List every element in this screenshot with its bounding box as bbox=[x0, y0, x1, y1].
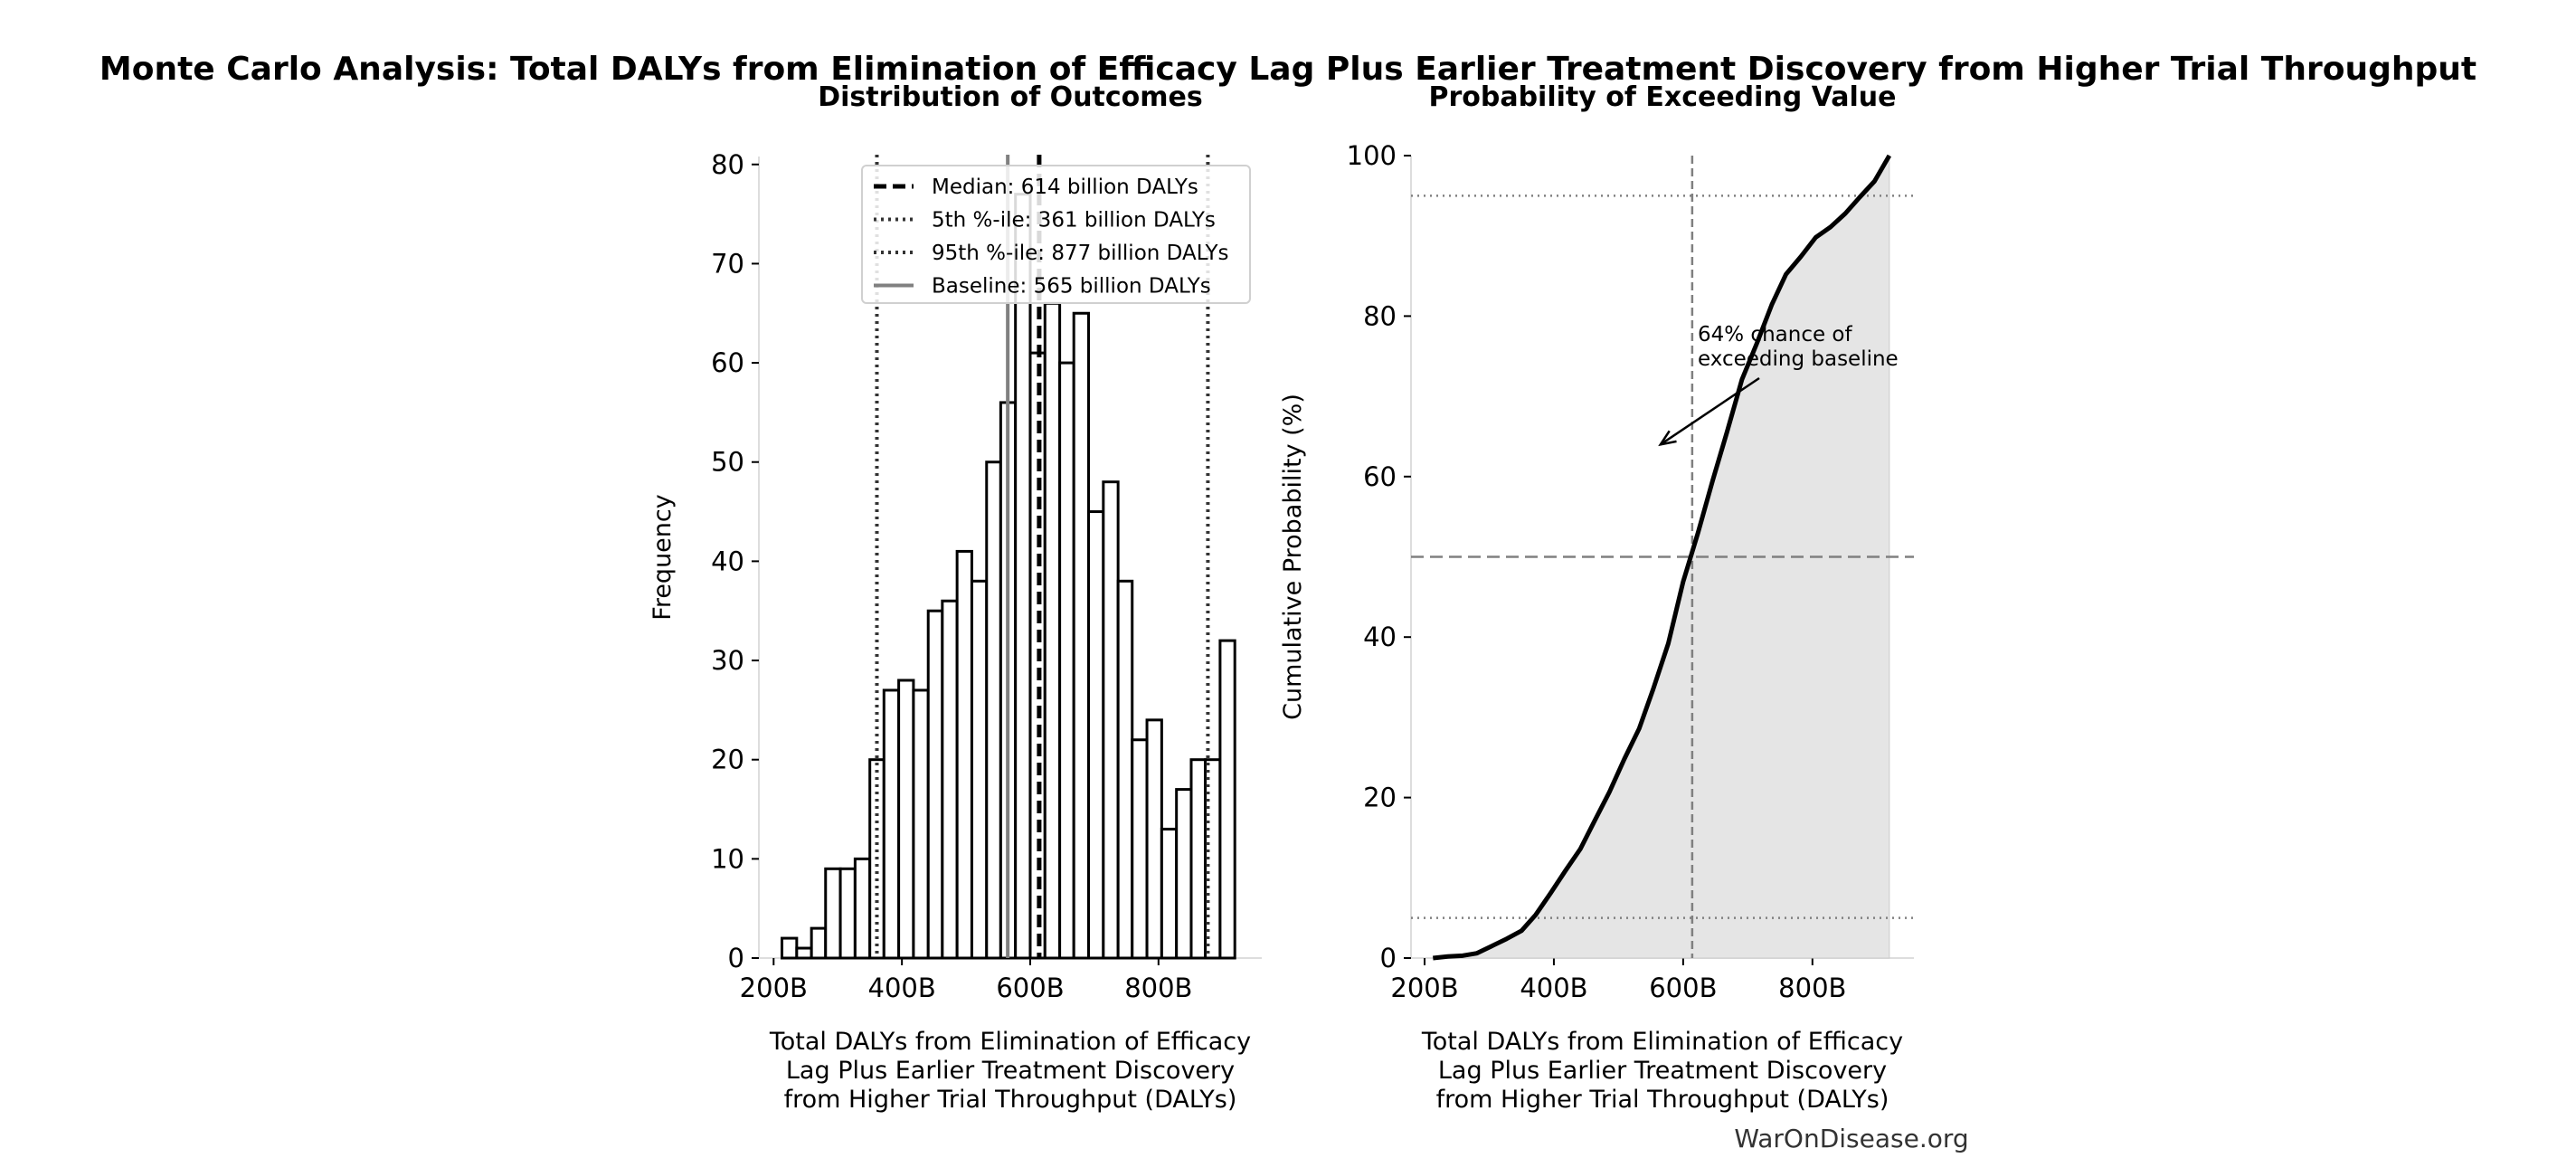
figure-title: Monte Carlo Analysis: Total DALYs from E… bbox=[99, 51, 2477, 88]
panel-title: Distribution of Outcomes bbox=[818, 81, 1203, 113]
histogram-bar bbox=[882, 688, 901, 960]
histogram-bar bbox=[1145, 718, 1163, 960]
annotation-arrow bbox=[1660, 376, 1760, 446]
histogram-bar bbox=[926, 609, 944, 960]
x-axis-label-line: Lag Plus Earlier Treatment Discovery bbox=[786, 1057, 1235, 1085]
watermark: WarOnDisease.org bbox=[1734, 1124, 1968, 1153]
histogram-bar bbox=[970, 579, 989, 960]
x-tick-label: 800B bbox=[1124, 973, 1192, 1003]
histogram-bar bbox=[824, 867, 842, 960]
y-tick-label: 40 bbox=[711, 546, 744, 576]
arrowhead-icon bbox=[1658, 430, 1677, 447]
x-axis-label: Total DALYs from Elimination of Efficacy… bbox=[769, 1028, 1251, 1114]
histogram-bar bbox=[1102, 480, 1120, 960]
legend-box bbox=[861, 165, 1251, 304]
histogram-bar bbox=[1160, 827, 1179, 960]
y-tick-label: 60 bbox=[1363, 461, 1397, 492]
histogram-bar bbox=[1014, 193, 1032, 960]
y-tick-label: 80 bbox=[711, 149, 744, 180]
annotation-text: 64% chance of bbox=[1698, 323, 1853, 346]
histogram-bar bbox=[1116, 579, 1134, 960]
x-axis-label-line: from Higher Trial Throughput (DALYs) bbox=[1436, 1086, 1889, 1114]
histogram-bar bbox=[1043, 301, 1062, 960]
x-tick-label: 400B bbox=[1520, 973, 1587, 1003]
x-tick-label: 600B bbox=[996, 973, 1064, 1003]
histogram-bar bbox=[985, 460, 1002, 960]
legend-label: Median: 614 billion DALYs bbox=[932, 176, 1198, 199]
histogram-bar bbox=[897, 679, 915, 960]
histogram-bars bbox=[781, 193, 1236, 960]
x-tick-label: 200B bbox=[1390, 973, 1458, 1003]
y-axis-label: Frequency bbox=[649, 494, 677, 621]
histogram-bar bbox=[810, 926, 828, 960]
legend-label: 95th %-ile: 877 billion DALYs bbox=[932, 242, 1228, 265]
histogram-bar bbox=[1058, 361, 1075, 960]
y-tick-label: 0 bbox=[728, 943, 744, 973]
histogram-bar bbox=[1072, 311, 1091, 960]
x-axis-label-line: Total DALYs from Elimination of Efficacy bbox=[1421, 1028, 1903, 1056]
panel-title: Probability of Exceeding Value bbox=[1428, 81, 1896, 113]
y-axis-label: Cumulative Probability (%) bbox=[1279, 394, 1307, 720]
y-tick-label: 100 bbox=[1347, 140, 1397, 171]
histogram-bar bbox=[1175, 788, 1193, 960]
legend-label: Baseline: 565 billion DALYs bbox=[932, 275, 1211, 299]
legend-label: 5th %-ile: 361 billion DALYs bbox=[932, 209, 1216, 233]
cdf-panel: 200B 400B 600B 800B 0 20 40 60 80 100 Probability … bbox=[1279, 81, 1914, 1114]
histogram-bar bbox=[955, 549, 973, 960]
y-tick-label: 40 bbox=[1363, 622, 1397, 652]
annotation-text: exceeding baseline bbox=[1698, 347, 1899, 371]
x-tick-label: 400B bbox=[868, 973, 936, 1003]
histogram-bar bbox=[941, 599, 959, 960]
y-tick-label: 10 bbox=[711, 843, 744, 874]
y-tick-label: 60 bbox=[711, 347, 744, 378]
y-tick-label: 20 bbox=[1363, 783, 1397, 813]
histogram-bar bbox=[853, 857, 872, 960]
histogram-bar bbox=[1189, 758, 1208, 960]
x-tick-label: 200B bbox=[740, 973, 808, 1003]
histogram-bar bbox=[781, 936, 799, 960]
histogram-bar bbox=[1218, 639, 1236, 960]
x-axis-label-line: from Higher Trial Throughput (DALYs) bbox=[784, 1086, 1237, 1114]
histogram-bar bbox=[912, 688, 930, 960]
histogram-bar bbox=[795, 946, 813, 960]
y-tick-label: 50 bbox=[711, 447, 744, 478]
cdf-line bbox=[1433, 154, 1892, 961]
histogram-bar bbox=[838, 867, 857, 960]
x-axis-label-line: Total DALYs from Elimination of Efficacy bbox=[769, 1028, 1251, 1056]
y-tick-label: 80 bbox=[1363, 300, 1397, 331]
histogram-bar bbox=[1087, 510, 1105, 960]
x-tick-label: 800B bbox=[1778, 973, 1846, 1003]
x-axis-label-line: Lag Plus Earlier Treatment Discovery bbox=[1438, 1057, 1887, 1085]
y-tick-label: 20 bbox=[711, 745, 744, 775]
histogram-bar bbox=[1131, 738, 1149, 960]
y-tick-label: 70 bbox=[711, 248, 744, 279]
x-tick-label: 600B bbox=[1649, 973, 1717, 1003]
legend: Median: 614 billion DALYs 5th %-ile: 361 … bbox=[861, 165, 1251, 304]
histogram-panel: 200B 400B 600B 800B 0 10 20 30 40 50 60 70 80 Distrib… bbox=[649, 81, 1262, 1114]
y-tick-label: 30 bbox=[711, 645, 744, 676]
x-axis-label: Total DALYs from Elimination of Efficacy… bbox=[1421, 1028, 1903, 1114]
y-tick-label: 0 bbox=[1380, 943, 1397, 973]
